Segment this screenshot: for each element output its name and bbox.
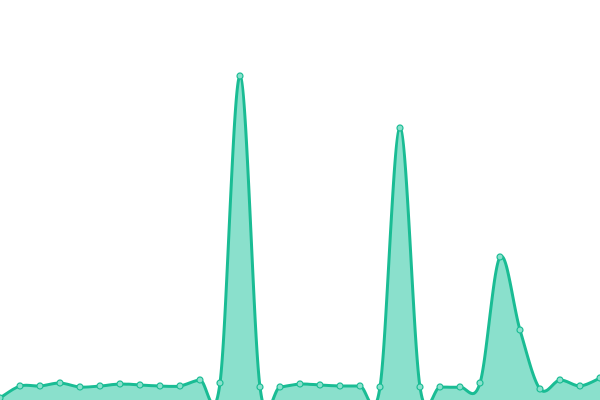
data-point-3 bbox=[56, 379, 64, 387]
data-point-5 bbox=[96, 382, 104, 390]
data-point-22 bbox=[436, 383, 444, 391]
data-point-6 bbox=[116, 380, 124, 388]
data-point-24 bbox=[476, 379, 484, 387]
data-point-10 bbox=[196, 376, 204, 384]
data-point-16 bbox=[316, 381, 324, 389]
data-point-14 bbox=[276, 383, 284, 391]
data-point-11 bbox=[216, 379, 224, 387]
data-point-1 bbox=[16, 382, 24, 390]
data-point-17 bbox=[336, 382, 344, 390]
data-point-7 bbox=[136, 381, 144, 389]
data-point-27 bbox=[536, 385, 544, 393]
data-point-9 bbox=[176, 382, 184, 390]
data-point-2 bbox=[36, 382, 44, 390]
data-point-29 bbox=[576, 382, 584, 390]
data-points bbox=[0, 72, 600, 400]
data-point-26 bbox=[516, 326, 524, 334]
data-point-20 bbox=[396, 124, 404, 132]
data-point-21 bbox=[416, 383, 424, 391]
data-point-19 bbox=[376, 383, 384, 391]
data-point-28 bbox=[556, 376, 564, 384]
data-point-13 bbox=[256, 383, 264, 391]
data-point-15 bbox=[296, 380, 304, 388]
data-point-23 bbox=[456, 383, 464, 391]
data-point-30 bbox=[596, 374, 600, 382]
data-point-0 bbox=[0, 394, 4, 400]
data-point-25 bbox=[496, 253, 504, 261]
data-point-8 bbox=[156, 382, 164, 390]
data-point-12 bbox=[236, 72, 244, 80]
area-fill bbox=[0, 75, 600, 400]
data-point-4 bbox=[76, 383, 84, 391]
data-point-18 bbox=[356, 382, 364, 390]
